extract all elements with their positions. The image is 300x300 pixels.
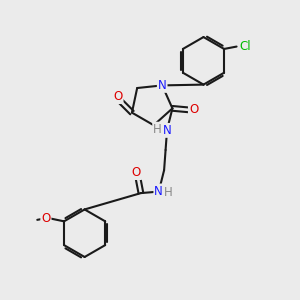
Text: Cl: Cl [239, 40, 251, 53]
Text: O: O [189, 103, 198, 116]
Text: H: H [164, 186, 172, 199]
Text: N: N [158, 79, 167, 92]
Text: N: N [163, 124, 171, 137]
Text: H: H [153, 123, 162, 136]
Text: O: O [113, 90, 123, 103]
Text: N: N [154, 184, 163, 197]
Text: O: O [41, 212, 50, 225]
Text: O: O [132, 166, 141, 179]
